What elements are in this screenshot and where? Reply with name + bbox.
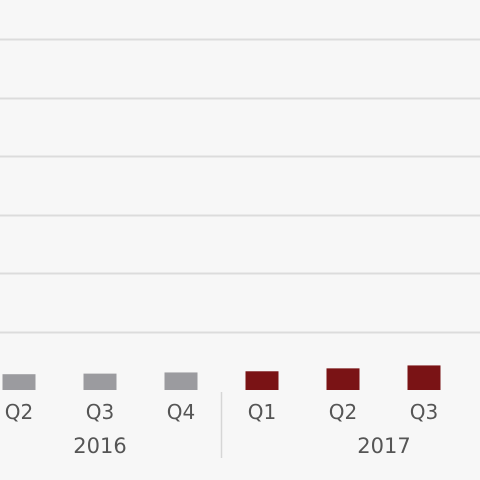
bar-5 — [407, 365, 441, 390]
x-tick-label-4: Q2 — [329, 400, 357, 424]
x-tick-label-5: Q3 — [410, 400, 438, 424]
year-label-2017: 2017 — [357, 434, 410, 458]
gridlines — [0, 38, 480, 334]
bar-0 — [2, 374, 36, 390]
bar-2 — [164, 372, 198, 390]
x-tick-labels: Q2 Q3 Q4 Q1 Q2 Q3 — [5, 400, 438, 424]
bar-1 — [83, 373, 117, 390]
year-label-2016: 2016 — [73, 434, 126, 458]
bar-3 — [245, 371, 279, 390]
x-tick-label-0: Q2 — [5, 400, 33, 424]
year-groups: 2016 2017 — [73, 392, 411, 458]
x-tick-label-2: Q4 — [167, 400, 195, 424]
bar-4 — [326, 368, 360, 390]
bars — [2, 365, 441, 390]
x-tick-label-3: Q1 — [248, 400, 276, 424]
x-tick-label-1: Q3 — [86, 400, 114, 424]
